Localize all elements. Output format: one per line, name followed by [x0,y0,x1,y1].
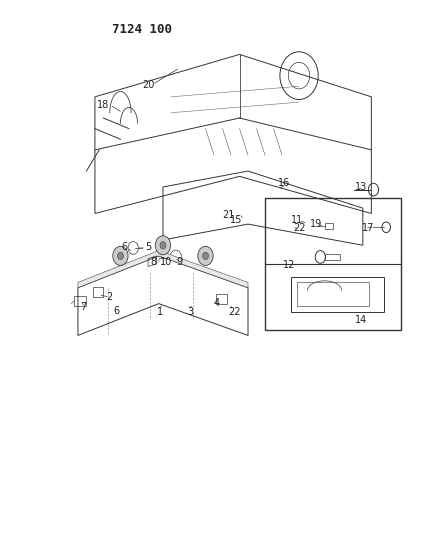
Circle shape [113,246,128,265]
Bar [324,223,333,229]
Text: 16: 16 [278,178,290,188]
Bar [265,198,401,330]
Text: 20: 20 [142,79,154,90]
Text: 8: 8 [150,257,156,267]
Text: 10: 10 [160,257,172,267]
Text: 5: 5 [145,243,151,253]
Text: 11: 11 [291,215,303,225]
Text: 21: 21 [222,209,235,220]
Text: 18: 18 [97,100,110,110]
Text: 2: 2 [107,292,113,302]
Text: 12: 12 [282,261,295,270]
Bar [297,282,369,306]
Text: 17: 17 [362,223,374,233]
Bar [74,296,86,306]
Text: 15: 15 [230,215,242,225]
Text: 22: 22 [228,306,241,317]
Circle shape [160,241,166,249]
Text: 13: 13 [354,182,367,192]
Text: 1: 1 [157,306,163,317]
Bar [216,294,227,304]
Text: 9: 9 [176,257,182,267]
Bar [93,287,104,297]
Text: 14: 14 [355,314,368,325]
Circle shape [198,246,213,265]
Text: 7: 7 [80,302,86,312]
Bar [291,277,384,312]
Bar [325,254,340,260]
Circle shape [202,252,208,260]
Polygon shape [78,251,248,288]
Circle shape [155,236,171,255]
Text: 6: 6 [122,243,128,253]
Circle shape [117,252,123,260]
Text: 4: 4 [213,297,219,308]
Text: 3: 3 [187,306,193,317]
Text: 22: 22 [293,223,305,233]
Text: 6: 6 [113,306,119,316]
Text: 19: 19 [310,219,322,229]
Text: 7124 100: 7124 100 [112,22,172,36]
